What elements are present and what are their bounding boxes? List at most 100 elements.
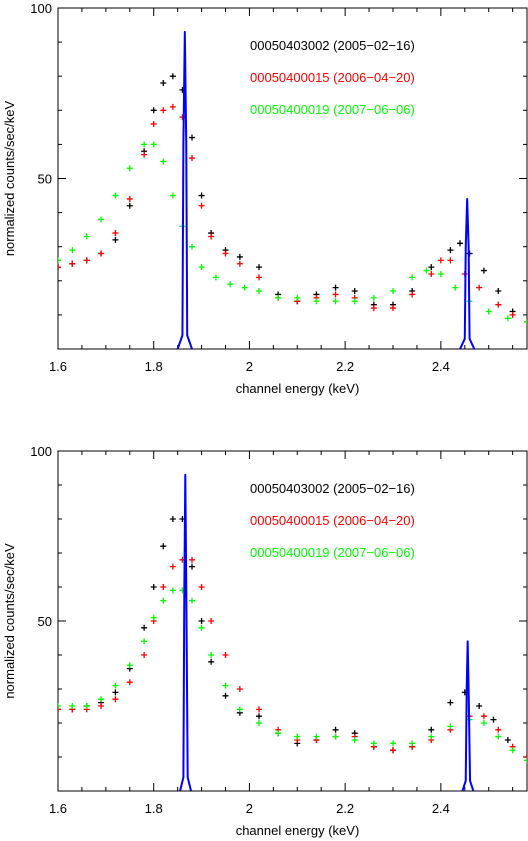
x-tick-label: 1.6	[49, 801, 67, 816]
model-line-1	[176, 30, 193, 349]
data-point	[490, 716, 497, 723]
legend: 00050403002 (2005−02−16) 00050400015 (200…	[250, 481, 415, 560]
data-point	[189, 597, 195, 604]
data-point	[58, 706, 61, 713]
data-point	[236, 706, 243, 713]
data-point	[509, 747, 516, 754]
data-point	[198, 202, 205, 209]
data-point	[112, 236, 119, 243]
data-point	[141, 624, 148, 631]
data-point	[332, 284, 339, 291]
series-2	[58, 103, 527, 325]
plot-area	[58, 30, 527, 349]
data-point	[112, 230, 119, 237]
data-point	[141, 652, 148, 658]
data-point	[351, 737, 358, 743]
y-tick-label: 100	[30, 444, 52, 459]
y-tick-label: 100	[30, 1, 52, 16]
data-point	[428, 264, 435, 271]
plot-frame	[57, 450, 528, 792]
data-point	[332, 726, 339, 733]
y-tick-label: 50	[38, 614, 52, 629]
data-point	[141, 151, 148, 158]
data-point	[69, 260, 76, 267]
data-point	[169, 192, 176, 199]
data-point	[58, 257, 61, 264]
data-point	[69, 247, 76, 254]
model-line-2	[461, 640, 475, 791]
data-point	[447, 257, 454, 264]
x-tick-label: 2.2	[336, 801, 354, 816]
data-point	[222, 250, 229, 257]
x-axis-label: channel energy (keV)	[236, 823, 360, 838]
data-point	[390, 288, 396, 295]
data-point	[256, 264, 262, 271]
data-point	[256, 720, 262, 726]
data-point	[150, 141, 157, 148]
data-point	[236, 686, 243, 692]
data-point	[524, 754, 527, 760]
data-point	[169, 563, 176, 570]
data-point	[169, 73, 176, 80]
x-tick-label: 1.8	[145, 801, 163, 816]
data-point	[370, 740, 377, 747]
data-point	[485, 308, 492, 315]
data-point	[126, 662, 133, 669]
x-axis-label: channel energy (keV)	[236, 381, 360, 396]
data-point	[126, 679, 133, 686]
data-point	[227, 281, 234, 288]
data-point	[409, 291, 416, 298]
data-point	[198, 192, 205, 199]
legend-entry: 00050400015 (2006−04−20)	[250, 70, 415, 85]
top-panel: 1.6 1.8 2 2.2 2.4 50 100 channel energy (keV) no…	[2, 1, 528, 396]
series-3	[58, 587, 527, 764]
x-tick-label: 2.4	[432, 359, 450, 374]
data-point	[275, 294, 282, 301]
data-point	[504, 315, 511, 322]
data-point	[198, 264, 205, 271]
data-point	[160, 107, 167, 114]
data-point	[476, 284, 483, 291]
legend-entry: 00050400019 (2007−06−06)	[250, 102, 415, 117]
data-point	[169, 103, 176, 110]
data-point	[98, 250, 105, 257]
data-point	[476, 703, 483, 709]
data-point	[390, 740, 396, 747]
data-point	[126, 165, 133, 172]
data-point	[294, 294, 301, 301]
plot-area	[58, 473, 527, 791]
data-point	[126, 202, 133, 209]
data-point	[351, 288, 358, 295]
data-point	[208, 618, 215, 624]
data-point	[313, 733, 320, 740]
data-point	[208, 658, 215, 665]
data-point	[160, 597, 167, 604]
data-point	[524, 318, 527, 325]
data-point	[208, 652, 215, 658]
x-tick-label: 2.2	[336, 359, 354, 374]
data-point	[150, 107, 157, 114]
data-point	[332, 733, 339, 740]
legend-entry: 00050403002 (2005−02−16)	[250, 481, 415, 496]
plot-frame	[57, 7, 528, 350]
data-point	[112, 696, 119, 703]
data-point	[480, 720, 487, 726]
data-point	[150, 614, 157, 621]
data-point	[428, 270, 435, 277]
x-tick-label: 1.6	[49, 359, 67, 374]
data-point	[495, 288, 502, 295]
data-point	[256, 274, 262, 281]
x-tick-label: 2	[246, 801, 253, 816]
data-point	[256, 706, 262, 713]
x-tick-label: 2	[246, 359, 253, 374]
data-point	[169, 587, 176, 594]
data-point	[189, 134, 195, 141]
data-point	[112, 682, 119, 689]
legend-entry: 00050400019 (2007−06−06)	[250, 545, 415, 560]
data-point	[160, 543, 167, 550]
data-point	[480, 267, 487, 274]
model-line-2	[459, 197, 476, 349]
data-point	[447, 699, 454, 706]
data-point	[141, 638, 148, 645]
data-point	[495, 726, 502, 733]
